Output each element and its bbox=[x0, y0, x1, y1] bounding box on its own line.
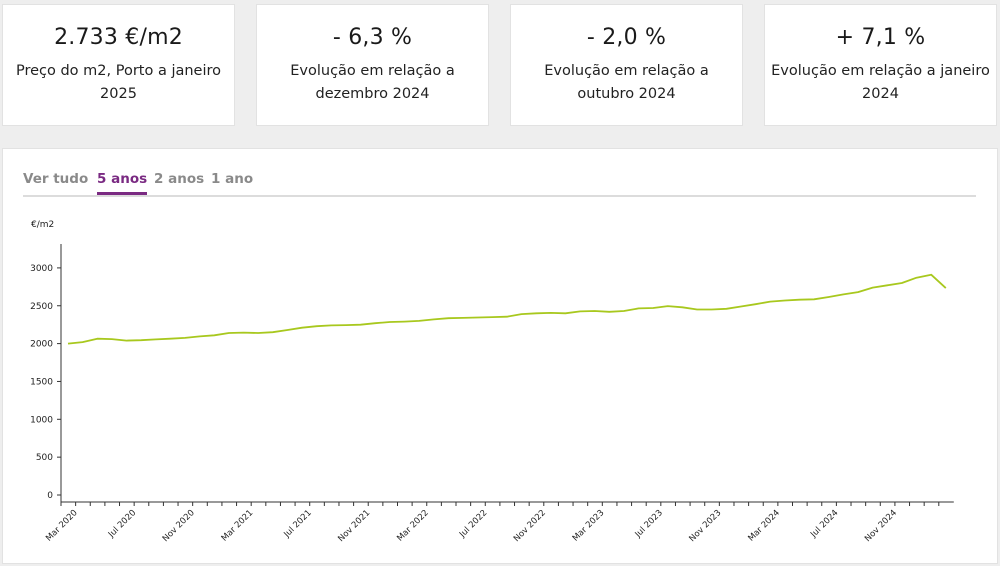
y-tick-label: 1500 bbox=[30, 377, 53, 387]
x-tick-label: Jul 2024 bbox=[808, 508, 840, 540]
stat-label: Evolução em relação a outubro 2024 bbox=[544, 63, 709, 102]
y-tick-label: 2500 bbox=[30, 302, 53, 312]
stat-value: - 2,0 % bbox=[586, 25, 667, 50]
period-tabs: Ver tudo 5 anos 2 anos 1 ano bbox=[23, 169, 976, 197]
tab-1-ano[interactable]: 1 ano bbox=[211, 171, 254, 187]
x-tick-label: Nov 2020 bbox=[161, 508, 197, 544]
x-tick-label: Mar 2020 bbox=[44, 508, 80, 544]
tab-5-anos[interactable]: 5 anos bbox=[97, 171, 148, 195]
stat-card-price: 2.733 €/m2 Preço do m2, Porto a janeiro … bbox=[2, 4, 235, 126]
stat-card-month-change: - 6,3 % Evolução em relação a dezembro 2… bbox=[256, 4, 489, 126]
x-tick-label: Jul 2022 bbox=[457, 508, 489, 540]
x-tick-label: Nov 2022 bbox=[512, 508, 548, 544]
stat-card-year-change: + 7,1 % Evolução em relação a janeiro 20… bbox=[764, 4, 997, 126]
price-series-line bbox=[67, 273, 947, 345]
chart-series bbox=[67, 273, 947, 345]
y-tick-label: 500 bbox=[36, 453, 53, 463]
stat-label: Preço do m2, Porto a janeiro 2025 bbox=[15, 63, 222, 102]
x-tick-label: Nov 2021 bbox=[336, 508, 372, 544]
stat-label: Evolução em relação a janeiro 2024 bbox=[771, 63, 990, 102]
x-tick-label: Mar 2022 bbox=[395, 508, 431, 544]
y-tick-label: 0 bbox=[47, 491, 53, 501]
y-tick-label: 2000 bbox=[30, 340, 53, 350]
y-axis-label: €/m2 bbox=[31, 220, 54, 230]
x-tick-label: Jul 2020 bbox=[106, 508, 138, 540]
tab-2-anos[interactable]: 2 anos bbox=[154, 171, 205, 187]
stat-value: - 6,3 % bbox=[332, 25, 413, 50]
stat-label: Evolução em relação a dezembro 2024 bbox=[290, 63, 455, 102]
x-tick-label: Nov 2023 bbox=[687, 508, 723, 544]
x-tick-label: Mar 2024 bbox=[746, 508, 782, 544]
chart-panel: Ver tudo 5 anos 2 anos 1 ano €/m2 0 500 10… bbox=[2, 148, 998, 564]
y-tick-label: 3000 bbox=[30, 264, 53, 274]
stat-card-quarter-change: - 2,0 % Evolução em relação a outubro 20… bbox=[510, 4, 743, 126]
chart-axes: 0 500 1000 1500 2000 2500 3000 Mar 2020 Jul 2020… bbox=[30, 244, 954, 544]
x-tick-label: Jul 2021 bbox=[282, 508, 314, 540]
x-tick-label: Jul 2023 bbox=[633, 508, 665, 540]
stat-value: + 7,1 % bbox=[835, 25, 926, 50]
stat-value: 2.733 €/m2 bbox=[54, 25, 183, 50]
tab-ver-tudo[interactable]: Ver tudo bbox=[23, 171, 89, 187]
x-tick-label: Mar 2021 bbox=[220, 508, 256, 544]
y-tick-label: 1000 bbox=[30, 415, 53, 425]
price-chart: €/m2 0 500 1000 1500 2000 2500 3000 Mar 2020 Jul… bbox=[30, 220, 954, 544]
x-tick-label: Mar 2023 bbox=[571, 508, 607, 544]
x-tick-label: Nov 2024 bbox=[863, 508, 899, 544]
